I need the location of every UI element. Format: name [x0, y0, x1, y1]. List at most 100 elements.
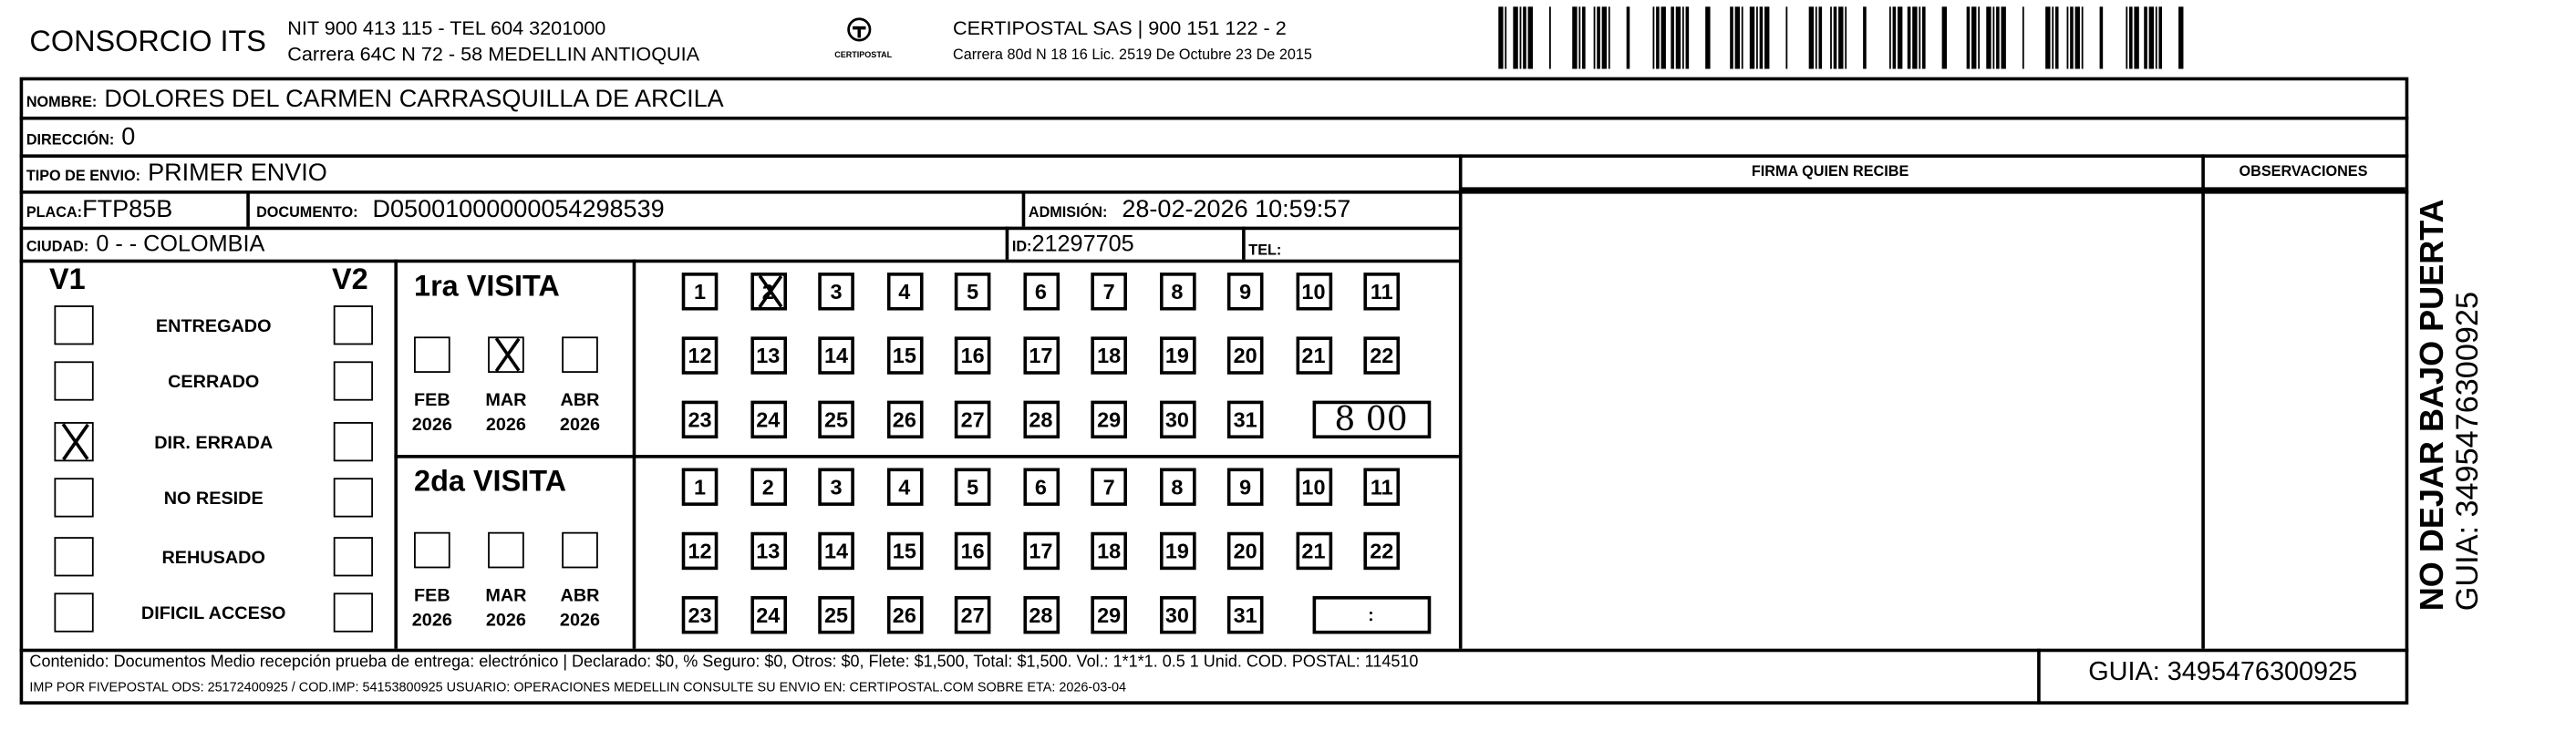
day-box[interactable]: 12 — [681, 531, 719, 571]
day-box[interactable]: 8 — [1159, 273, 1195, 311]
day-box[interactable]: 16 — [954, 336, 991, 375]
day-box[interactable]: 27 — [954, 596, 991, 634]
day-box[interactable]: 7 — [1091, 468, 1127, 506]
month-checkbox[interactable] — [562, 531, 598, 569]
day-box[interactable]: 4 — [886, 273, 923, 311]
day-box[interactable]: 11 — [1363, 468, 1401, 506]
admision-field: ADMISIÓN: 28-02-2026 10:59:57 — [1028, 195, 1351, 224]
barcode-bar — [1685, 6, 1690, 69]
day-box[interactable]: 5 — [954, 273, 991, 311]
month-checkbox[interactable] — [562, 336, 598, 373]
day-box[interactable]: 27 — [954, 400, 991, 439]
day-box[interactable]: 19 — [1159, 336, 1195, 375]
day-box[interactable]: 16 — [954, 531, 991, 571]
month-checkbox[interactable] — [414, 531, 450, 569]
day-box[interactable]: 30 — [1159, 596, 1195, 634]
day-box[interactable]: 31 — [1226, 596, 1264, 634]
tel-field: TEL: — [1248, 241, 1282, 258]
day-box[interactable]: 14 — [818, 531, 854, 571]
barcode-bar — [1897, 6, 1903, 69]
day-box[interactable]: 21 — [1295, 531, 1332, 571]
barcode — [1498, 6, 2184, 69]
day-box[interactable]: 29 — [1091, 400, 1127, 439]
day-box[interactable]: 29 — [1091, 596, 1127, 634]
time-box[interactable]: : — [1311, 596, 1431, 634]
day-box[interactable]: 13 — [750, 336, 787, 375]
day-box[interactable]: 21 — [1295, 336, 1332, 375]
day-box[interactable]: 1 — [681, 468, 719, 506]
day-box[interactable]: 9 — [1226, 273, 1264, 311]
day-box[interactable]: 25 — [818, 596, 854, 634]
month-checkbox[interactable] — [488, 336, 524, 373]
day-box[interactable]: 15 — [886, 531, 923, 571]
day-box[interactable]: 28 — [1022, 400, 1060, 439]
day-box[interactable]: 7 — [1091, 273, 1127, 311]
v1-checkbox[interactable] — [54, 361, 94, 401]
day-box[interactable]: 6 — [1022, 468, 1060, 506]
day-box[interactable]: 13 — [750, 531, 787, 571]
v1-checkbox[interactable] — [54, 478, 94, 518]
barcode-bar — [1519, 6, 1522, 69]
barcode-bar — [1741, 6, 1743, 69]
day-box[interactable]: 10 — [1295, 468, 1332, 506]
day-box[interactable]: 18 — [1091, 336, 1127, 375]
day-box[interactable]: 25 — [818, 400, 854, 439]
day-box[interactable]: 17 — [1022, 531, 1060, 571]
barcode-bar — [2126, 6, 2128, 69]
v1-checkbox[interactable] — [54, 537, 94, 577]
day-box[interactable]: 24 — [750, 596, 787, 634]
signature-area[interactable] — [1463, 192, 2198, 645]
v2-checkbox[interactable] — [333, 361, 373, 401]
day-box[interactable]: 3 — [818, 468, 854, 506]
day-box[interactable]: 2 — [750, 468, 787, 506]
form-frame — [19, 77, 2409, 705]
v1-checkbox[interactable] — [54, 422, 94, 462]
day-box[interactable]: 9 — [1226, 468, 1264, 506]
day-box[interactable]: 17 — [1022, 336, 1060, 375]
day-box[interactable]: 1 — [681, 273, 719, 311]
day-box[interactable]: 2 — [750, 273, 787, 311]
day-box[interactable]: 23 — [681, 596, 719, 634]
day-box[interactable]: 11 — [1363, 273, 1401, 311]
day-box[interactable]: 28 — [1022, 596, 1060, 634]
day-box[interactable]: 26 — [886, 400, 923, 439]
day-box[interactable]: 18 — [1091, 531, 1127, 571]
v1-checkbox[interactable] — [54, 592, 94, 633]
day-box[interactable]: 14 — [818, 336, 854, 375]
side-guia: GUIA: 3495476300925 — [2451, 291, 2486, 612]
day-box[interactable]: 22 — [1363, 336, 1401, 375]
day-box[interactable]: 8 — [1159, 468, 1195, 506]
day-box[interactable]: 20 — [1226, 531, 1264, 571]
v2-checkbox[interactable] — [333, 537, 373, 577]
month-checkbox[interactable] — [488, 531, 524, 569]
v1-checkbox[interactable] — [54, 305, 94, 345]
observaciones-area[interactable] — [2205, 192, 2405, 645]
v2-checkbox[interactable] — [333, 305, 373, 345]
day-box[interactable]: 26 — [886, 596, 923, 634]
barcode-bar — [2054, 6, 2059, 69]
day-box[interactable]: 6 — [1022, 273, 1060, 311]
day-box[interactable]: 23 — [681, 400, 719, 439]
day-box[interactable]: 4 — [886, 468, 923, 506]
v2-checkbox[interactable] — [333, 478, 373, 518]
v2-checkbox[interactable] — [333, 422, 373, 462]
tipo-envio-field: TIPO DE ENVIO: PRIMER ENVIO — [26, 159, 327, 188]
day-box[interactable]: 20 — [1226, 336, 1264, 375]
day-box[interactable]: 5 — [954, 468, 991, 506]
day-box[interactable]: 15 — [886, 336, 923, 375]
v2-checkbox[interactable] — [333, 592, 373, 633]
day-box[interactable]: 10 — [1295, 273, 1332, 311]
time-box[interactable]: 8 00 — [1311, 400, 1431, 439]
barcode-bar — [1818, 6, 1823, 69]
month-checkbox[interactable] — [414, 336, 450, 373]
barcode-bar — [1749, 6, 1755, 69]
day-box[interactable]: 22 — [1363, 531, 1401, 571]
day-box[interactable]: 19 — [1159, 531, 1195, 571]
footer-print-info: IMP POR FIVEPOSTAL ODS: 25172400925 / CO… — [29, 679, 1127, 695]
day-box[interactable]: 30 — [1159, 400, 1195, 439]
day-box[interactable]: 24 — [750, 400, 787, 439]
day-box[interactable]: 31 — [1226, 400, 1264, 439]
barcode-bar — [1660, 6, 1666, 69]
day-box[interactable]: 12 — [681, 336, 719, 375]
day-box[interactable]: 3 — [818, 273, 854, 311]
